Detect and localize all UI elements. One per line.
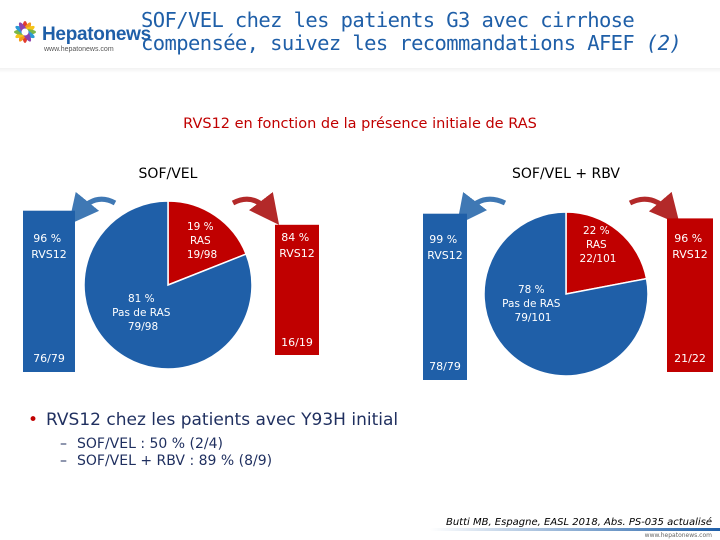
slice-pct: 78 % [518,284,545,296]
bar-label-no-ras: 96 % RVS12 [31,232,67,261]
footer-url: www.hepatonews.com [644,532,712,539]
bar-pct: 96 % [674,232,702,245]
bullet-main: • RVS12 chez les patients avec Y93H initi… [28,410,398,430]
group-sof-vel-rbv: SOF/VEL + RBV 22 % RAS 22/101 78 % Pas d… [423,166,713,380]
slice-pct: 19 % [187,221,214,233]
slice-sub1: RAS [586,239,607,251]
logo-name: Hepatonews [42,24,151,45]
slice-sub1: Pas de RAS [112,307,171,319]
page-title: SOF/VEL chez les patients G3 avec cirrho… [141,9,711,55]
bar-count-no-ras: 76/79 [33,352,65,365]
arrow-right-icon [231,191,280,225]
bar-rvs12-ras [667,218,713,372]
logo-url: www.hepatonews.com [44,46,114,53]
arrow-left-icon [456,191,507,225]
citation: Butti MB, Espagne, EASL 2018, Abs. PS-03… [445,517,712,528]
slice-label-ras: 22 % RAS 22/101 [580,225,617,265]
bar-label-no-ras: 99 % RVS12 [427,233,463,262]
bar-rvs12-no-ras [423,213,467,380]
bar-sub: RVS12 [427,249,463,262]
slice-sub2: 22/101 [580,253,617,265]
arrow-left-icon [68,191,117,225]
group-sof-vel: SOF/VEL 19 % RAS 19/98 81 % Pas de RAS 7… [23,166,319,372]
header-divider [0,68,720,73]
bar-sub: RVS12 [279,247,315,260]
slice-pct: 81 % [128,293,155,305]
slice-pct: 22 % [583,225,610,237]
sub-bullet: – SOF/VEL + RBV : 89 % (8/9) [60,453,398,469]
bar-sub: RVS12 [31,248,67,261]
group-label: SOF/VEL [139,166,198,182]
dash-icon: – [60,453,67,469]
bar-sub: RVS12 [672,248,708,261]
chart-title: RVS12 en fonction de la présence initial… [183,116,537,132]
bar-pct: 96 % [33,232,61,245]
pie-slice-ras [565,211,648,295]
footer-bar [430,528,720,531]
bar-count-ras: 21/22 [674,352,706,365]
sub-bullet-text: SOF/VEL + RBV : 89 % (8/9) [77,453,273,469]
arrow-right-icon [628,191,680,225]
bar-count-ras: 16/19 [281,336,313,349]
slice-label-no-ras: 78 % Pas de RAS 79/101 [502,284,564,324]
title-suffix: (2) [645,31,682,55]
bullet-list: • RVS12 chez les patients avec Y93H initi… [28,410,398,469]
pie-slice-no-ras [483,211,649,377]
bar-rvs12-no-ras [23,210,75,372]
sub-bullet-text: SOF/VEL : 50 % (2/4) [77,436,223,452]
dash-icon: – [60,436,67,452]
bar-label-ras: 84 % RVS12 [279,231,315,260]
slice-label-ras: 19 % RAS 19/98 [187,221,217,261]
starburst-logo-icon [14,21,36,43]
slice-sub1: Pas de RAS [502,298,561,310]
slice-sub2: 19/98 [187,249,217,261]
group-label: SOF/VEL + RBV [512,166,620,182]
bar-label-ras: 96 % RVS12 [672,232,708,261]
bar-pct: 99 % [429,233,457,246]
pie-slice-ras [167,200,248,287]
bullet-dot-icon: • [28,410,39,430]
pie-slice-no-ras [83,200,253,370]
bar-rvs12-ras [275,224,319,355]
chart-area: SOF/VEL 19 % RAS 19/98 81 % Pas de RAS 7… [23,166,713,380]
title-text: SOF/VEL chez les patients G3 avec cirrho… [141,8,635,55]
slice-sub2: 79/98 [128,321,158,333]
slice-sub1: RAS [190,235,211,247]
bar-pct: 84 % [281,231,309,244]
hepatonews-logo: Hepatonews www.hepatonews.com [8,10,151,64]
bar-count-no-ras: 78/79 [429,360,461,373]
slice-sub2: 79/101 [515,312,552,324]
bullet-main-text: RVS12 chez les patients avec Y93H initia… [46,410,399,430]
slice-label-no-ras: 81 % Pas de RAS 79/98 [112,293,174,333]
sub-bullet: – SOF/VEL : 50 % (2/4) [60,436,398,452]
